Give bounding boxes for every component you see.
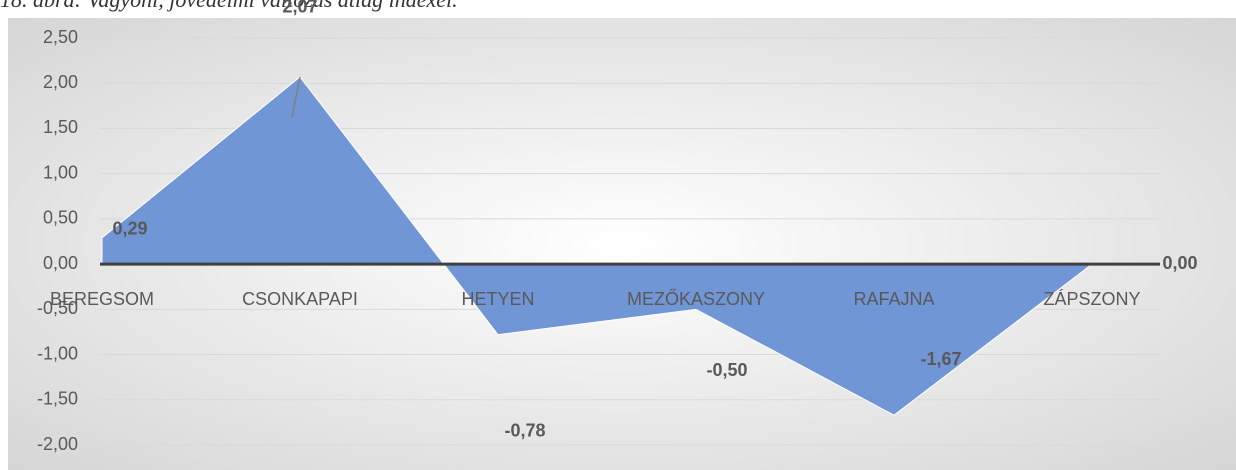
y-tick-label: 0,00 xyxy=(43,253,78,273)
data-label: 2,07 xyxy=(282,0,317,17)
y-tick-label: 0,50 xyxy=(43,208,78,228)
y-tick-label: 2,50 xyxy=(43,27,78,47)
area xyxy=(101,76,1094,416)
y-tick-label: 1,00 xyxy=(43,162,78,182)
y-tick-label: 2,00 xyxy=(43,72,78,92)
x-tick-label: CSONKAPAPI xyxy=(242,289,358,309)
y-tick-label: -0,50 xyxy=(37,298,78,318)
x-tick-label: ZÁPSZONY xyxy=(1043,289,1140,309)
x-tick-label: RAFAJNA xyxy=(853,289,934,309)
chart-title: 18. ábra: Vagyoni, jövedelmi változás át… xyxy=(0,0,458,12)
y-tick-label: -2,00 xyxy=(37,434,78,454)
x-tick-label: MEZŐKASZONY xyxy=(627,288,765,309)
y-tick-label: -1,00 xyxy=(37,343,78,363)
data-label: 0,29 xyxy=(112,219,147,239)
data-label: -1,67 xyxy=(920,349,961,369)
y-tick-label: 1,50 xyxy=(43,117,78,137)
data-label: 0,00 xyxy=(1162,253,1197,273)
leader-line xyxy=(291,76,301,118)
y-tick-label: -1,50 xyxy=(37,389,78,409)
x-tick-label: HETYEN xyxy=(461,289,534,309)
data-label: -0,78 xyxy=(504,420,545,440)
data-label: -0,50 xyxy=(706,360,747,380)
x-tick-label: BEREGSOM xyxy=(50,289,154,309)
